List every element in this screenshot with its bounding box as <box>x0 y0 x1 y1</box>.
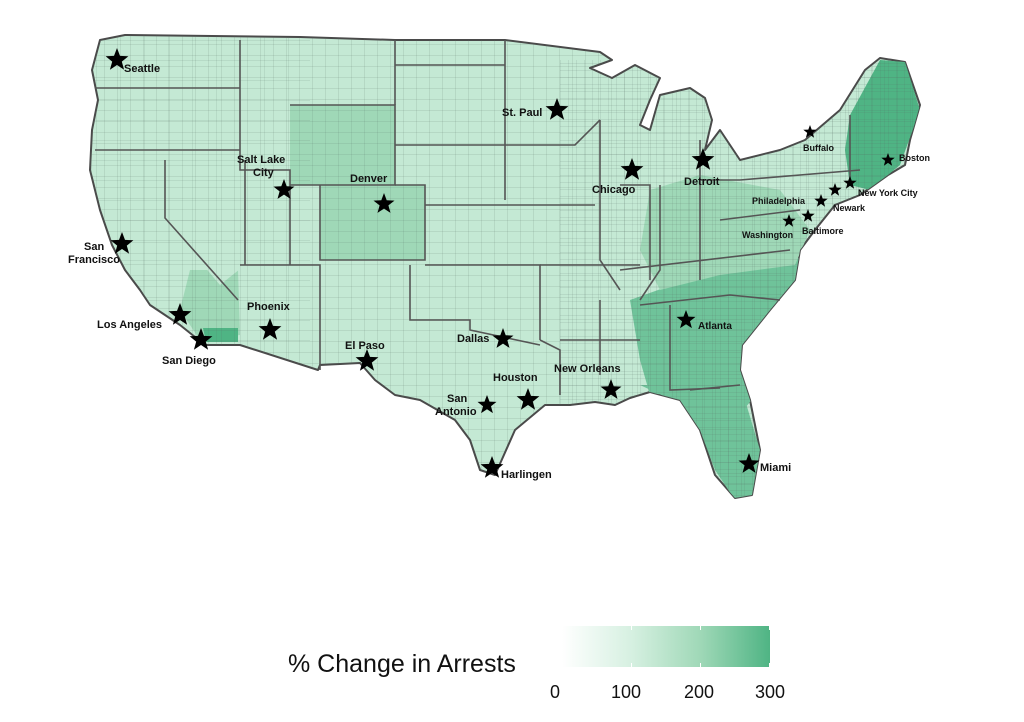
legend-tickmark <box>769 663 770 667</box>
city-markers: Seattle St. Paul Salt Lake City Denver C… <box>68 48 930 481</box>
sf-line2: Francisco <box>68 254 120 266</box>
star-icon <box>782 214 796 227</box>
city-dallas: Dallas <box>457 328 514 348</box>
legend-tick-label: 100 <box>610 682 642 702</box>
city-label-miami: Miami <box>760 462 791 474</box>
sf-line1: San <box>84 241 104 253</box>
star-icon <box>545 98 569 120</box>
city-baltimore: Baltimore <box>801 209 844 236</box>
city-san-francisco: San Francisco <box>68 232 134 266</box>
city-label-seattle: Seattle <box>124 63 160 75</box>
city-phoenix: Phoenix <box>247 301 291 340</box>
legend-tick-label: 200 <box>683 682 715 702</box>
star-icon <box>828 183 842 196</box>
city-seattle: Seattle <box>105 48 160 75</box>
legend-tickmark <box>700 663 701 667</box>
city-washington: Washington <box>742 214 796 240</box>
star-icon <box>691 148 715 170</box>
city-label-san-francisco: San Francisco <box>68 241 120 266</box>
city-new-york-city: New York City <box>843 176 918 198</box>
legend-tickmark <box>562 663 563 667</box>
city-label-los-angeles: Los Angeles <box>97 319 162 331</box>
star-icon <box>676 310 696 329</box>
star-icon <box>258 318 282 340</box>
city-houston: Houston <box>493 372 540 410</box>
sa-line2: Antonio <box>435 406 477 418</box>
star-icon <box>477 395 497 414</box>
city-chicago: Chicago <box>592 158 644 196</box>
city-el-paso: El Paso <box>345 340 385 371</box>
city-label-harlingen: Harlingen <box>501 469 552 481</box>
city-label-san-antonio: San Antonio <box>435 393 477 418</box>
star-icon <box>110 232 134 254</box>
city-label-denver: Denver <box>350 173 388 185</box>
city-st-paul: St. Paul <box>502 98 569 120</box>
city-los-angeles: Los Angeles <box>97 303 192 331</box>
legend-tickmark <box>631 626 632 630</box>
star-icon <box>801 209 815 222</box>
city-newark: Newark <box>828 183 866 213</box>
city-san-diego: San Diego <box>162 328 216 367</box>
city-label-buffalo: Buffalo <box>803 143 834 153</box>
city-atlanta: Atlanta <box>676 310 732 332</box>
city-boston: Boston <box>881 153 930 166</box>
city-label-el-paso: El Paso <box>345 340 385 352</box>
legend-color-bar <box>562 626 770 667</box>
star-icon <box>480 456 504 478</box>
star-icon <box>168 303 192 325</box>
legend-tick-label: 0 <box>549 682 561 702</box>
star-icon <box>738 453 760 473</box>
legend-tickmark <box>700 626 701 630</box>
city-label-chicago: Chicago <box>592 184 636 196</box>
city-label-st-paul: St. Paul <box>502 107 542 119</box>
star-icon <box>273 179 295 199</box>
star-icon <box>516 388 540 410</box>
city-salt-lake-city: Salt Lake City <box>237 154 295 199</box>
city-miami: Miami <box>738 453 791 474</box>
city-label-philadelphia: Philadelphia <box>752 196 806 206</box>
city-label-washington: Washington <box>742 230 793 240</box>
city-label-atlanta: Atlanta <box>698 321 732 332</box>
star-icon <box>600 379 622 399</box>
star-icon <box>355 349 379 371</box>
star-icon <box>105 48 129 70</box>
city-label-salt-lake-city: Salt Lake City <box>237 154 288 179</box>
star-icon <box>373 193 395 213</box>
city-label-phoenix: Phoenix <box>247 301 291 313</box>
star-icon <box>620 158 644 180</box>
legend-tickmark <box>562 626 563 630</box>
star-icon <box>803 125 817 138</box>
city-philadelphia: Philadelphia <box>752 194 828 207</box>
city-label-new-york-city: New York City <box>858 188 918 198</box>
city-label-houston: Houston <box>493 372 538 384</box>
city-buffalo: Buffalo <box>803 125 834 153</box>
city-new-orleans: New Orleans <box>554 363 622 399</box>
city-detroit: Detroit <box>684 148 720 188</box>
legend-tick-label: 300 <box>754 682 786 702</box>
city-label-baltimore: Baltimore <box>802 226 844 236</box>
legend-tickmark <box>631 663 632 667</box>
city-san-antonio: San Antonio <box>435 393 497 418</box>
city-label-boston: Boston <box>899 153 930 163</box>
city-label-new-orleans: New Orleans <box>554 363 621 375</box>
city-label-dallas: Dallas <box>457 333 489 345</box>
star-icon <box>814 194 828 207</box>
sa-line1: San <box>447 393 467 405</box>
city-label-newark: Newark <box>833 203 866 213</box>
city-label-san-diego: San Diego <box>162 355 216 367</box>
star-icon <box>492 328 514 348</box>
state-borders <box>95 40 861 395</box>
legend-tickmark <box>769 626 770 630</box>
legend-title: % Change in Arrests <box>288 650 516 678</box>
salt-lake-line1: Salt Lake <box>237 154 285 166</box>
star-icon <box>881 153 895 166</box>
salt-lake-line2: City <box>253 167 275 179</box>
city-denver: Denver <box>350 173 395 213</box>
city-label-detroit: Detroit <box>684 176 720 188</box>
star-icon <box>189 328 213 350</box>
city-harlingen: Harlingen <box>480 456 552 481</box>
star-icon <box>843 176 857 189</box>
